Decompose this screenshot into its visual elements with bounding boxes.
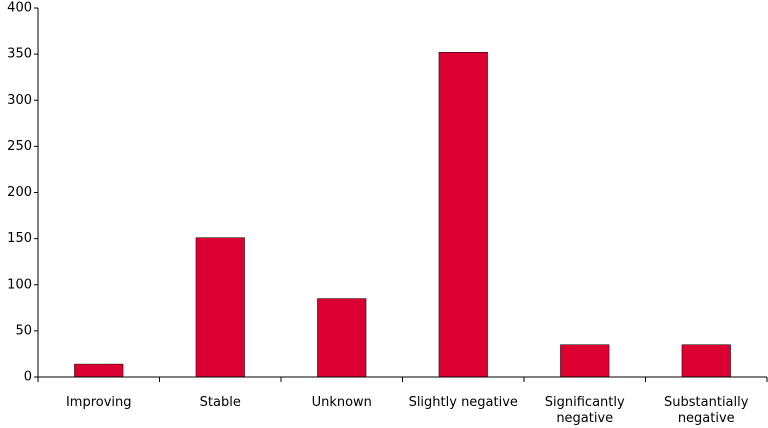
bar — [681, 344, 731, 378]
y-tick-label: 200 — [7, 185, 32, 200]
x-tick-label: Substantially negative — [664, 395, 749, 426]
y-tick-label: 150 — [7, 231, 32, 246]
x-tick-label: Slightly negative — [408, 395, 518, 410]
y-tick-label: 400 — [7, 1, 32, 16]
bar — [317, 298, 367, 378]
y-tick-label: 50 — [15, 323, 32, 338]
x-tick-label: Unknown — [311, 395, 372, 410]
y-tick-label: 100 — [7, 277, 32, 292]
y-tick-label: 300 — [7, 93, 32, 108]
y-tick-label: 0 — [24, 370, 32, 385]
x-tick-label: Stable — [199, 395, 241, 410]
bar — [560, 344, 610, 378]
x-tick-label: Improving — [65, 395, 132, 410]
x-tick-label: Significantly negative — [544, 395, 625, 426]
bar — [438, 52, 488, 378]
y-tick-label: 350 — [7, 47, 32, 62]
bar — [74, 363, 124, 378]
bar — [195, 237, 245, 378]
y-tick-label: 250 — [7, 139, 32, 154]
